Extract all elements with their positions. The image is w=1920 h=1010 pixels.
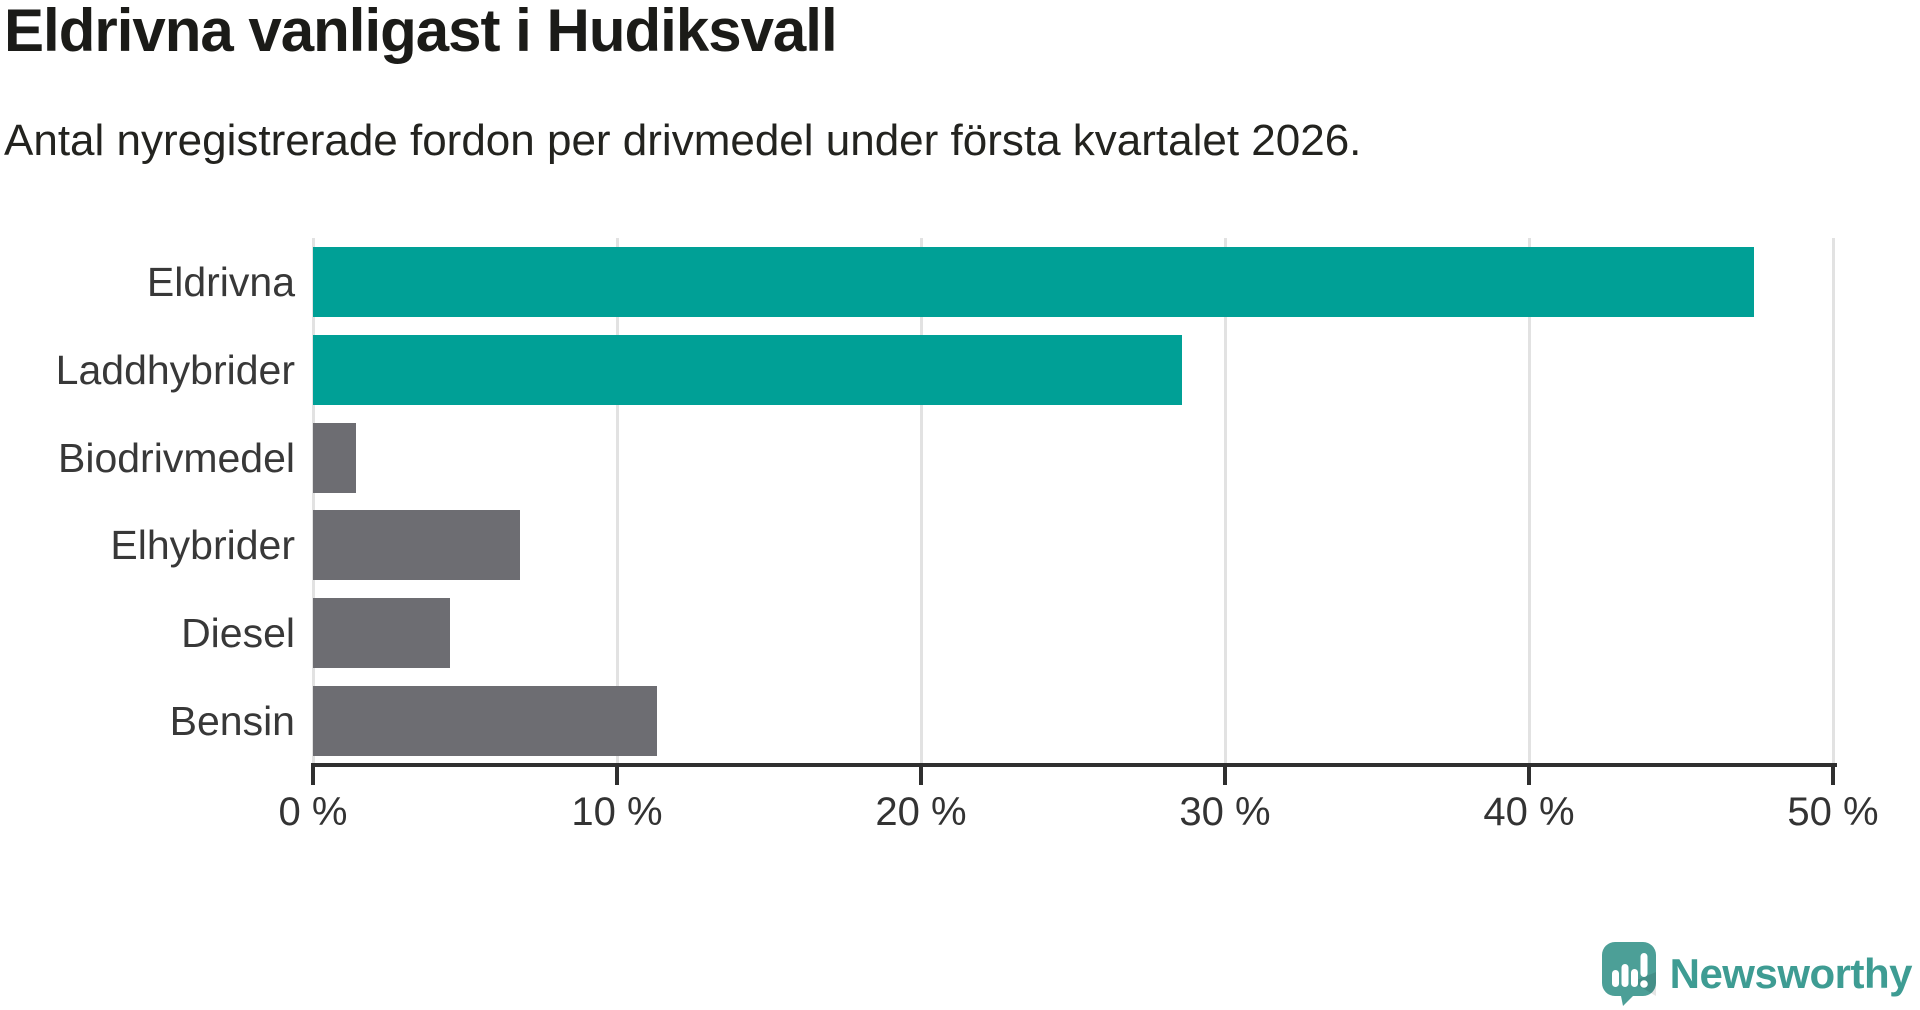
bar-laddhybrider <box>313 334 1183 405</box>
x-axis-tick-label-30: 30 % <box>1179 790 1271 834</box>
category-label-diesel: Diesel <box>181 610 295 657</box>
x-axis-tick-label-40: 40 % <box>1483 790 1575 834</box>
logo-bar-2 <box>1621 964 1629 987</box>
plot-area: 0 % 10 % 20 % 30 % 40 % 50 % <box>279 238 1879 834</box>
category-label-bensin: Bensin <box>169 698 295 745</box>
x-axis-tick-10 <box>615 765 619 785</box>
x-axis-tick-label-10: 10 % <box>571 790 663 834</box>
logo-bar-3 <box>1630 969 1638 987</box>
category-label-laddhybrider: Laddhybrider <box>55 346 295 393</box>
logo-bar-1 <box>1611 970 1619 987</box>
chart-title: Eldrivna vanligast i Hudiksvall <box>4 0 838 64</box>
gridline-20 <box>919 238 923 765</box>
x-axis-tick-40 <box>1527 765 1531 785</box>
bar-biodrivmedel <box>313 422 356 493</box>
x-axis-tick-20 <box>919 765 923 785</box>
bar-elhybrider <box>313 510 520 581</box>
logo-bubble-shape <box>1601 942 1656 1006</box>
category-label-eldrivna: Eldrivna <box>146 258 295 305</box>
x-axis-line <box>311 763 1837 767</box>
bar-diesel <box>313 598 450 669</box>
gridline-30 <box>1223 238 1227 765</box>
x-axis-tick-label-50: 50 % <box>1787 790 1879 834</box>
x-axis-tick-label-0: 0 % <box>278 790 348 834</box>
gridline-10 <box>615 238 619 765</box>
newsworthy-logo-icon <box>1601 942 1656 1006</box>
gridline-50 <box>1831 238 1835 765</box>
logo-exclamation-bar <box>1640 953 1648 977</box>
bar-eldrivna <box>313 246 1754 317</box>
category-label-elhybrider: Elhybrider <box>110 522 295 569</box>
bar-bensin <box>313 686 657 757</box>
logo-exclamation-dot <box>1639 980 1648 988</box>
newsworthy-logo: Newsworthy <box>1601 942 1913 1006</box>
chart-subtitle: Antal nyregistrerade fordon per drivmede… <box>4 116 1362 165</box>
category-label-biodrivmedel: Biodrivmedel <box>58 434 295 481</box>
x-axis-tick-0 <box>311 765 315 785</box>
x-axis-tick-50 <box>1831 765 1835 785</box>
gridline-0 <box>311 238 315 765</box>
x-axis-tick-30 <box>1223 765 1227 785</box>
newsworthy-logo-text: Newsworthy <box>1669 950 1913 997</box>
gridline-40 <box>1527 238 1531 765</box>
x-axis-tick-label-20: 20 % <box>875 790 967 834</box>
